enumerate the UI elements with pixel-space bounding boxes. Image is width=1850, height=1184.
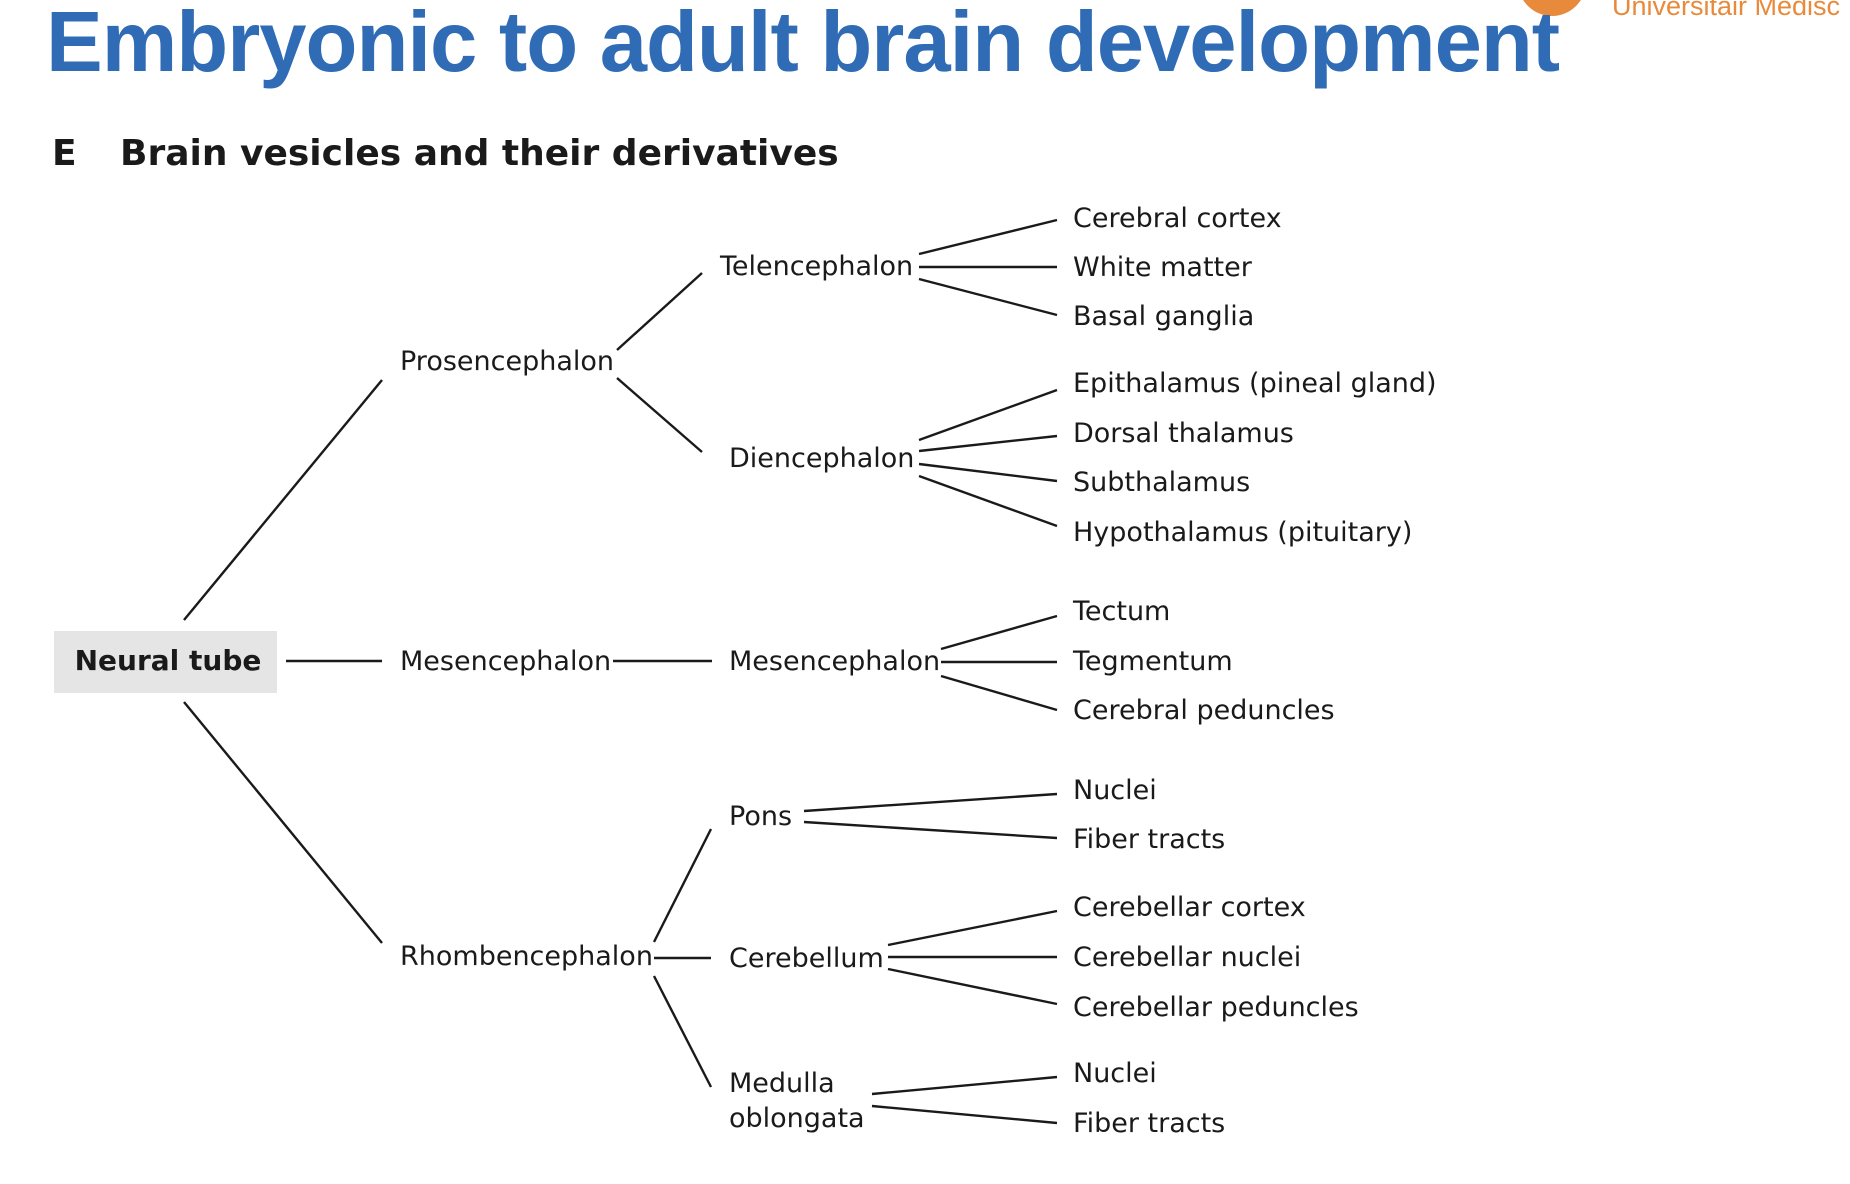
connector-telencephalon-basal-ganglia [918, 277, 1058, 317]
connector-diencephalon-subthalamus [918, 462, 1058, 483]
connector-cerebellum-peduncles [887, 967, 1058, 1006]
connector-pons-nuclei [803, 792, 1058, 813]
figure-letter: E [52, 133, 77, 174]
derivative-dorsal-thalamus: Dorsal thalamus [1073, 418, 1294, 449]
institution-name: Universitair Medisc [1612, 0, 1841, 21]
derivative-cerebellar-nuclei: Cerebellar nuclei [1073, 942, 1301, 973]
derivative-tectum: Tectum [1072, 596, 1170, 627]
prosencephalon-label: Prosencephalon [400, 346, 614, 377]
derivative-hypothalamus: Hypothalamus (pituitary) [1073, 517, 1412, 548]
derivative-tegmentum: Tegmentum [1072, 646, 1233, 677]
connector-diencephalon-hypothalamus [918, 474, 1058, 528]
neural-tube-label: Neural tube [75, 644, 262, 677]
derivative-cerebellar-peduncles: Cerebellar peduncles [1073, 992, 1359, 1023]
derivative-white-matter: White matter [1073, 252, 1253, 283]
medulla-label-line1: Medulla [729, 1068, 835, 1099]
connector-diencephalon-epithalamus [918, 388, 1058, 442]
connector-pons-fiber-tracts [803, 820, 1058, 840]
secondary-mesencephalon-label: Mesencephalon [729, 646, 940, 677]
connector-telencephalon-cerebral-cortex [918, 218, 1058, 256]
connector-prosencephalon-telencephalon [616, 272, 703, 351]
connector-medulla-nuclei [871, 1075, 1058, 1096]
derivative-subthalamus: Subthalamus [1073, 467, 1250, 498]
connector-neural-prosencephalon [183, 379, 383, 621]
connector-rhombencephalon-pons [652, 828, 713, 943]
diencephalon-label: Diencephalon [729, 443, 914, 474]
connector-diencephalon-dorsal-thalamus [918, 434, 1058, 453]
derivative-pons-fiber-tracts: Fiber tracts [1073, 824, 1225, 855]
slide-title: Embryonic to adult brain development [46, 0, 1560, 90]
connector-mesencephalon-cerebral-peduncles [940, 674, 1058, 712]
derivative-pons-nuclei: Nuclei [1073, 775, 1157, 806]
pons-label: Pons [729, 801, 792, 832]
cerebellum-label: Cerebellum [729, 943, 884, 974]
connector-prosencephalon-diencephalon [616, 377, 703, 453]
derivative-cerebellar-cortex: Cerebellar cortex [1073, 892, 1306, 923]
connector-medulla-fiber-tracts [871, 1104, 1058, 1125]
connector-neural-rhombencephalon [183, 701, 383, 944]
derivative-basal-ganglia: Basal ganglia [1073, 301, 1254, 332]
derivative-cerebral-peduncles: Cerebral peduncles [1073, 695, 1335, 726]
derivative-cerebral-cortex: Cerebral cortex [1073, 203, 1282, 234]
connector-cerebellum-cortex [887, 909, 1058, 947]
rhombencephalon-label: Rhombencephalon [400, 941, 653, 972]
connector-mesencephalon-tectum [940, 614, 1058, 651]
primary-mesencephalon-label: Mesencephalon [400, 646, 611, 677]
neural-tube-box [54, 631, 277, 693]
derivative-medulla-fiber-tracts: Fiber tracts [1073, 1108, 1225, 1139]
medulla-label-line2: oblongata [729, 1103, 865, 1134]
derivative-epithalamus: Epithalamus (pineal gland) [1073, 368, 1437, 399]
derivative-medulla-nuclei: Nuclei [1073, 1058, 1157, 1089]
figure-heading: Brain vesicles and their derivatives [120, 133, 839, 174]
telencephalon-label: Telencephalon [719, 251, 913, 282]
medulla-label: Medulla oblongata [729, 1068, 865, 1134]
connector-rhombencephalon-medulla [652, 975, 713, 1088]
